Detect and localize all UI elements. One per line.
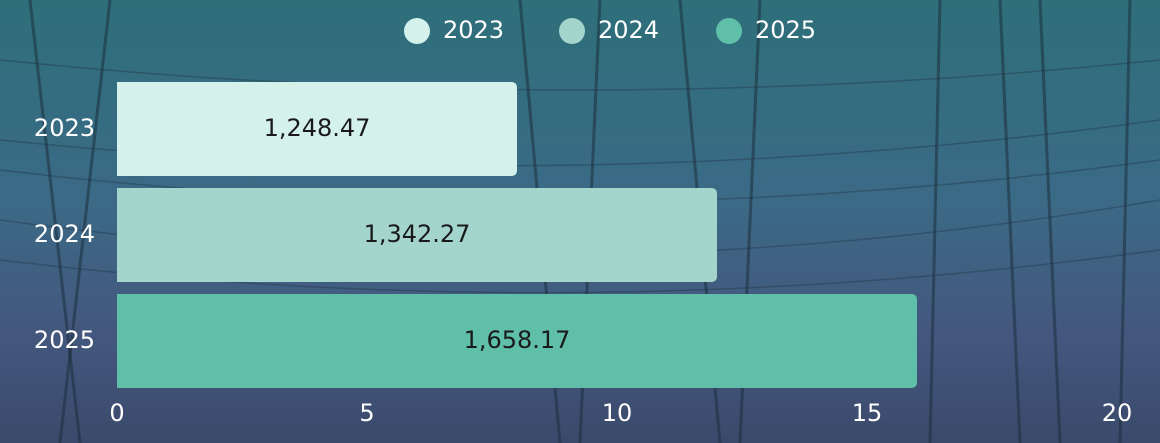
chart: 2023 2024 2025 0 5 10 15 20 1,248.47 2023 1,342.27… (0, 0, 1160, 443)
y-tick-label: 2023 (34, 114, 95, 142)
y-tick-label: 2024 (34, 220, 95, 248)
y-tick-label: 2025 (34, 326, 95, 354)
x-tick-label: 0 (109, 399, 124, 427)
legend-swatch (404, 18, 430, 44)
x-tick-label: 10 (602, 399, 633, 427)
bar-label: 1,248.47 (264, 114, 371, 142)
bar-label: 1,342.27 (364, 220, 471, 248)
x-tick-label: 15 (852, 399, 883, 427)
bar-label: 1,658.17 (464, 326, 571, 354)
x-tick-label: 20 (1102, 399, 1133, 427)
legend-swatch (716, 18, 742, 44)
x-tick-label: 5 (359, 399, 374, 427)
page: 2023 2024 2025 0 5 10 15 20 1,248.47 2023 1,342.27… (0, 0, 1160, 443)
legend-swatch (559, 18, 585, 44)
legend-label: 2023 (443, 16, 504, 44)
legend-label: 2024 (598, 16, 659, 44)
legend-label: 2025 (755, 16, 816, 44)
